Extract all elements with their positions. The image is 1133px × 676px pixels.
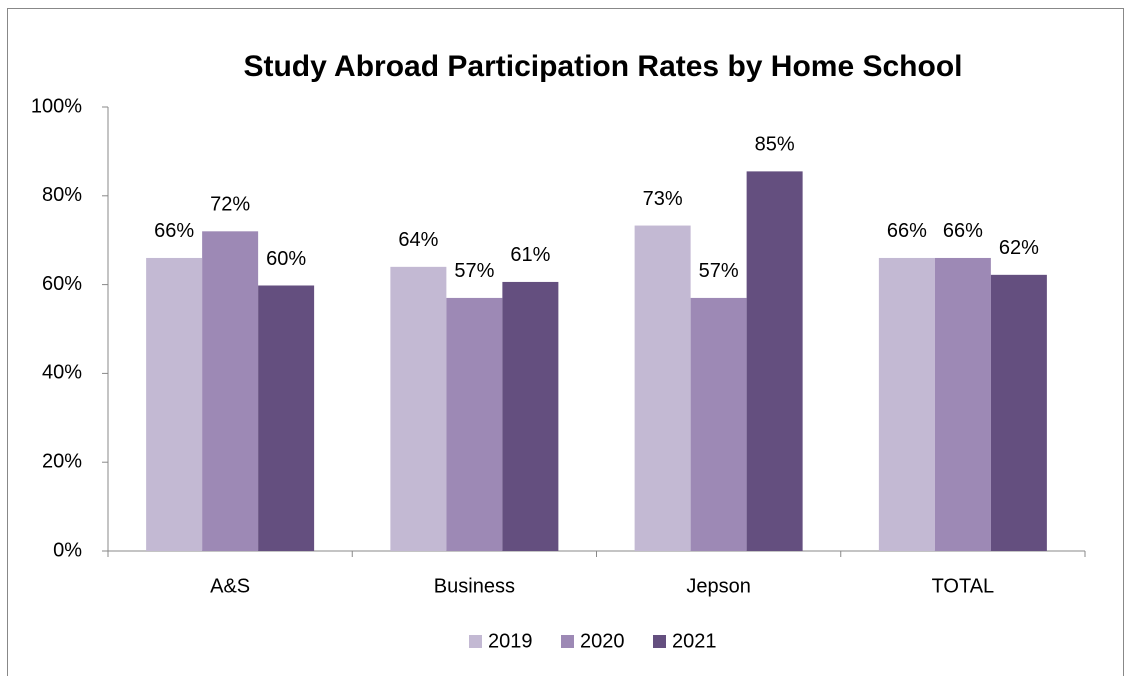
- data-label: 66%: [154, 220, 194, 242]
- data-label: 60%: [266, 248, 306, 270]
- y-tick-label: 20%: [42, 450, 82, 472]
- bar: [990, 274, 1047, 551]
- x-tick-label: TOTAL: [932, 575, 995, 597]
- legend-swatch: [469, 635, 482, 648]
- bar: [934, 257, 991, 551]
- legend-label: 2021: [672, 630, 717, 652]
- y-tick-label: 80%: [42, 184, 82, 206]
- bar: [690, 297, 747, 551]
- legend-label: 2019: [488, 630, 533, 652]
- data-label: 57%: [699, 260, 739, 282]
- chart-title: Study Abroad Participation Rates by Home…: [243, 50, 962, 83]
- legend-label: 2020: [580, 630, 625, 652]
- bar: [502, 281, 559, 551]
- data-label: 64%: [398, 229, 438, 251]
- bar: [634, 225, 691, 551]
- data-label: 57%: [454, 260, 494, 282]
- data-label: 66%: [943, 220, 983, 242]
- y-tick-label: 100%: [31, 95, 82, 117]
- data-label: 72%: [210, 194, 250, 216]
- bar: [146, 257, 203, 551]
- x-tick-label: A&S: [210, 575, 250, 597]
- data-label: 66%: [887, 220, 927, 242]
- bar: [746, 171, 803, 551]
- bar: [390, 266, 447, 551]
- legend-swatch: [561, 635, 574, 648]
- data-label: 62%: [999, 237, 1039, 259]
- data-label: 73%: [643, 188, 683, 210]
- y-tick-label: 60%: [42, 273, 82, 295]
- bar: [258, 285, 315, 551]
- chart-frame: [7, 8, 1124, 676]
- bar: [202, 231, 259, 551]
- data-label: 85%: [755, 134, 795, 156]
- y-tick-label: 0%: [53, 539, 82, 561]
- bar: [878, 257, 935, 551]
- bar: [446, 297, 503, 551]
- x-tick-label: Business: [434, 575, 515, 597]
- legend-swatch: [653, 635, 666, 648]
- x-tick-label: Jepson: [686, 575, 751, 597]
- y-tick-label: 40%: [42, 362, 82, 384]
- data-label: 61%: [510, 244, 550, 266]
